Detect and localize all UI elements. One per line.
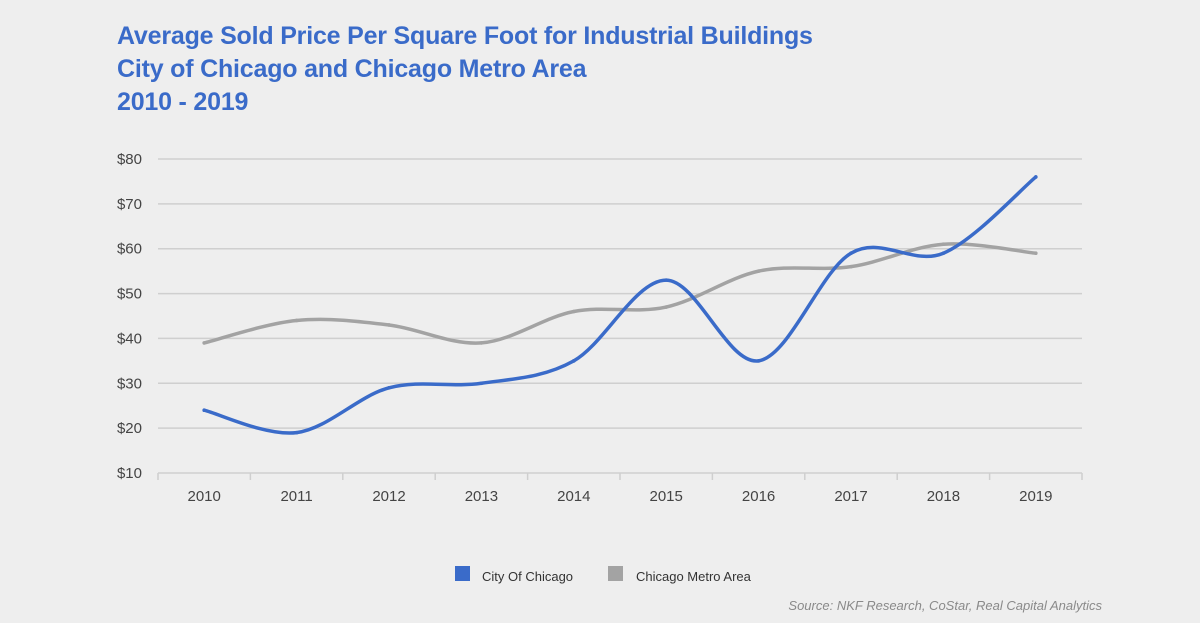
data-point-city-of-chicago bbox=[572, 359, 576, 363]
legend-label-chicago-metro-area: Chicago Metro Area bbox=[636, 569, 752, 584]
chart-title-block: Average Sold Price Per Square Foot for I… bbox=[117, 20, 813, 119]
legend-swatch-chicago-metro-area bbox=[608, 566, 623, 581]
legend-swatch-city-of-chicago bbox=[455, 566, 470, 581]
data-point-chicago-metro-area bbox=[849, 264, 853, 269]
data-point-city-of-chicago bbox=[1034, 175, 1038, 179]
x-tick-label: 2012 bbox=[372, 488, 405, 505]
y-tick-label: $20 bbox=[117, 420, 142, 437]
x-tick-label: 2013 bbox=[465, 488, 498, 505]
data-point-chicago-metro-area bbox=[1034, 251, 1038, 255]
x-tick-label: 2017 bbox=[834, 488, 867, 505]
y-tick-label: $10 bbox=[117, 465, 142, 482]
data-point-city-of-chicago bbox=[387, 385, 391, 390]
data-point-chicago-metro-area bbox=[941, 242, 946, 247]
x-tick-label: 2016 bbox=[742, 488, 775, 505]
x-tick-label: 2019 bbox=[1019, 488, 1052, 505]
chart-subtitle: City of Chicago and Chicago Metro Area bbox=[117, 55, 587, 83]
data-point-city-of-chicago bbox=[202, 408, 206, 413]
y-tick-label: $60 bbox=[117, 241, 142, 258]
x-tick-label: 2011 bbox=[280, 488, 312, 505]
y-tick-label: $80 bbox=[117, 151, 142, 168]
x-tick-label: 2015 bbox=[650, 488, 683, 505]
series-line-chicago-metro-area bbox=[202, 242, 1038, 345]
chart-title: Average Sold Price Per Square Foot for I… bbox=[117, 22, 813, 50]
data-point-chicago-metro-area bbox=[572, 309, 576, 314]
series-line-city-of-chicago bbox=[202, 175, 1038, 435]
data-point-city-of-chicago bbox=[664, 278, 668, 282]
data-point-city-of-chicago bbox=[294, 430, 299, 435]
data-point-city-of-chicago bbox=[849, 251, 853, 255]
legend-label-city-of-chicago: City Of Chicago bbox=[482, 569, 573, 584]
y-tick-label: $40 bbox=[117, 330, 142, 347]
y-tick-label: $50 bbox=[117, 286, 142, 303]
x-tick-label: 2014 bbox=[557, 488, 590, 505]
data-point-chicago-metro-area bbox=[664, 305, 668, 309]
data-point-chicago-metro-area bbox=[202, 341, 206, 345]
source-note: Source: NKF Research, CoStar, Real Capit… bbox=[788, 598, 1102, 613]
data-point-chicago-metro-area bbox=[387, 323, 391, 327]
data-point-city-of-chicago bbox=[479, 381, 484, 386]
data-point-city-of-chicago bbox=[756, 359, 761, 363]
data-point-chicago-metro-area bbox=[294, 318, 299, 323]
x-tick-label: 2018 bbox=[927, 488, 960, 505]
y-tick-label: $30 bbox=[117, 375, 142, 392]
data-point-city-of-chicago bbox=[941, 251, 946, 255]
chart-date-range: 2010 - 2019 bbox=[117, 88, 249, 116]
y-tick-label: $70 bbox=[117, 196, 142, 213]
x-tick-label: 2010 bbox=[188, 488, 221, 505]
data-point-chicago-metro-area bbox=[479, 341, 484, 345]
data-point-chicago-metro-area bbox=[756, 269, 761, 273]
